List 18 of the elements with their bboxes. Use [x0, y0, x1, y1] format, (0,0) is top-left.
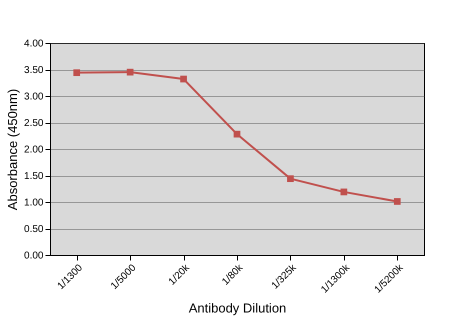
point [180, 76, 187, 82]
point [394, 198, 401, 205]
y-tick-label: 2.50 [24, 118, 44, 129]
y-tick-label: 0.50 [24, 224, 44, 235]
y-tick-label: 3.50 [24, 65, 44, 76]
point [340, 188, 348, 196]
point [73, 69, 80, 76]
y-tick-label: 2.00 [24, 144, 44, 156]
y-tick-label: 1.50 [24, 171, 44, 182]
y-tick-label: 4.00 [24, 38, 44, 50]
point [234, 130, 240, 138]
y-tick-label: 1.00 [24, 198, 44, 208]
y-tick-label: 0.00 [24, 250, 44, 262]
x-axis-title: Antibody Dilution [188, 300, 286, 316]
y-axis-title: Absorbance (450nm) [5, 88, 20, 210]
point [126, 68, 134, 76]
point [287, 175, 294, 182]
y-tick-label: 3.00 [24, 92, 44, 102]
